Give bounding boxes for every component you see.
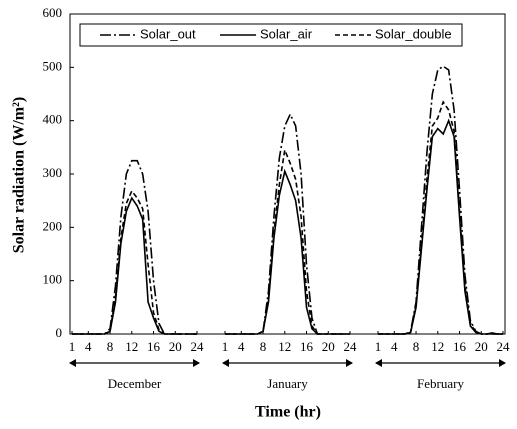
arrow-head (375, 359, 382, 367)
panel-label: February (417, 376, 464, 391)
series-line (378, 118, 503, 335)
x-tick-label: 20 (322, 339, 335, 354)
x-axis-label: Time (hr) (255, 404, 321, 421)
panel-label: January (267, 376, 308, 391)
x-tick-label: 4 (238, 339, 245, 354)
series-line (72, 159, 197, 335)
y-tick-label: 0 (56, 325, 63, 340)
series-line (72, 189, 197, 335)
legend-label: Solar_double (375, 26, 452, 41)
series-line (72, 196, 197, 335)
y-tick-label: 400 (43, 112, 63, 127)
x-tick-label: 24 (344, 339, 358, 354)
y-tick-label: 300 (43, 165, 63, 180)
x-tick-label: 8 (260, 339, 267, 354)
legend-label: Solar_out (140, 26, 196, 41)
legend-label: Solar_air (260, 26, 313, 41)
x-tick-label: 24 (191, 339, 205, 354)
series-line (225, 147, 350, 335)
x-tick-label: 16 (300, 339, 314, 354)
x-tick-label: 12 (278, 339, 291, 354)
x-tick-label: 16 (453, 339, 467, 354)
x-tick-label: 20 (475, 339, 488, 354)
y-axis-label: Solar radiation (W/m²) (11, 97, 28, 254)
x-tick-label: 12 (125, 339, 138, 354)
series-line (378, 100, 503, 335)
x-tick-label: 16 (147, 339, 161, 354)
y-tick-label: 100 (43, 272, 63, 287)
x-tick-label: 12 (431, 339, 444, 354)
x-tick-label: 8 (413, 339, 420, 354)
panel-label: December (108, 376, 162, 391)
arrow-head (69, 359, 76, 367)
arrow-head (193, 359, 200, 367)
series-line (225, 112, 350, 335)
x-tick-label: 8 (107, 339, 114, 354)
y-tick-label: 200 (43, 218, 63, 233)
x-tick-label: 4 (391, 339, 398, 354)
legend-box (79, 23, 463, 47)
series-line (225, 168, 350, 335)
y-tick-label: 600 (43, 5, 63, 20)
x-tick-label: 24 (497, 339, 511, 354)
arrow-head (499, 359, 506, 367)
x-tick-label: 1 (375, 339, 382, 354)
arrow-head (346, 359, 353, 367)
series-line (378, 65, 503, 335)
x-tick-label: 1 (69, 339, 76, 354)
y-tick-label: 500 (43, 58, 63, 73)
x-tick-label: 20 (169, 339, 182, 354)
x-tick-label: 4 (85, 339, 92, 354)
plot-frame (69, 13, 506, 335)
arrow-head (222, 359, 229, 367)
x-tick-label: 1 (222, 339, 229, 354)
